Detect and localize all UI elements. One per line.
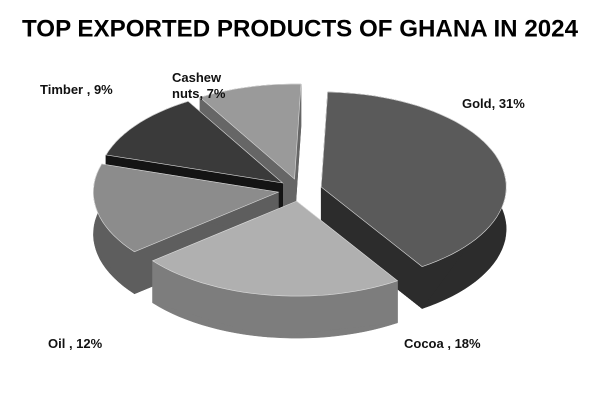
data-label: Oil , 12% (48, 336, 103, 351)
slice (320, 91, 507, 267)
slice (151, 200, 399, 297)
chart-title: TOP EXPORTED PRODUCTS OF GHANA IN 2024 (22, 15, 579, 42)
slice (105, 100, 284, 184)
data-label: Cashew nuts, 7% (172, 70, 226, 101)
data-label: Cocoa , 18% (404, 336, 481, 351)
slice (93, 163, 280, 253)
data-label: Gold, 31% (462, 96, 525, 111)
slice (199, 83, 302, 180)
data-label: Timber , 9% (40, 82, 113, 97)
